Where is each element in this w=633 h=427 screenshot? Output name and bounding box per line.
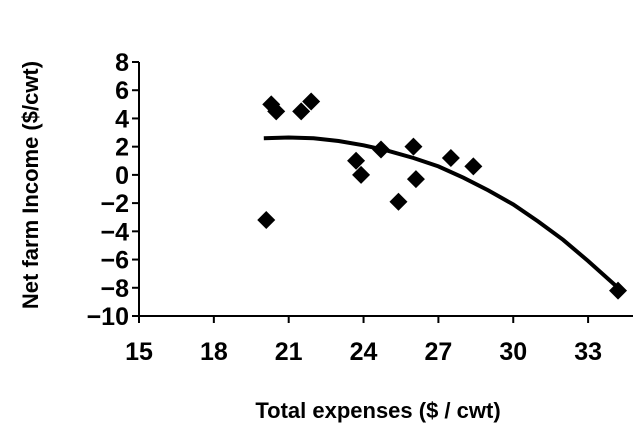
trend-line [263,135,620,290]
y-tick-label: −2 [100,190,129,218]
x-tick-label: 30 [499,338,527,366]
x-tick-label: 27 [424,338,452,366]
y-tick-label: −8 [100,275,129,303]
y-axis-title: Net farm Income ($/cwt) [18,61,43,309]
y-tick-label: 8 [115,49,129,77]
data-point [302,92,321,111]
data-point [352,165,371,184]
data-points [257,92,628,300]
y-tick-label: 4 [115,105,129,133]
y-tick-label: −10 [87,303,129,331]
data-point [292,102,311,121]
y-tick-label: 2 [115,134,129,162]
y-tick-label: 0 [115,162,129,190]
y-tick-label: 6 [115,77,129,105]
data-point [406,170,425,189]
x-axis-ticks: 15 18 21 24 27 30 33 [125,316,602,366]
x-tick-label: 15 [125,338,153,366]
data-point [267,102,286,121]
y-tick-label: −6 [100,247,129,275]
data-point [609,281,628,300]
data-point [257,211,276,230]
y-tick-label: −4 [100,218,129,246]
x-tick-label: 18 [200,338,228,366]
data-point [464,157,483,176]
x-tick-label: 33 [574,338,602,366]
x-axis-title: Total expenses ($ / cwt) [255,398,500,423]
data-point [347,151,366,170]
x-tick-label: 21 [275,338,303,366]
data-point [441,148,460,167]
x-tick-label: 24 [350,338,378,366]
data-point [389,192,408,211]
data-point [404,137,423,156]
data-point [372,140,391,159]
